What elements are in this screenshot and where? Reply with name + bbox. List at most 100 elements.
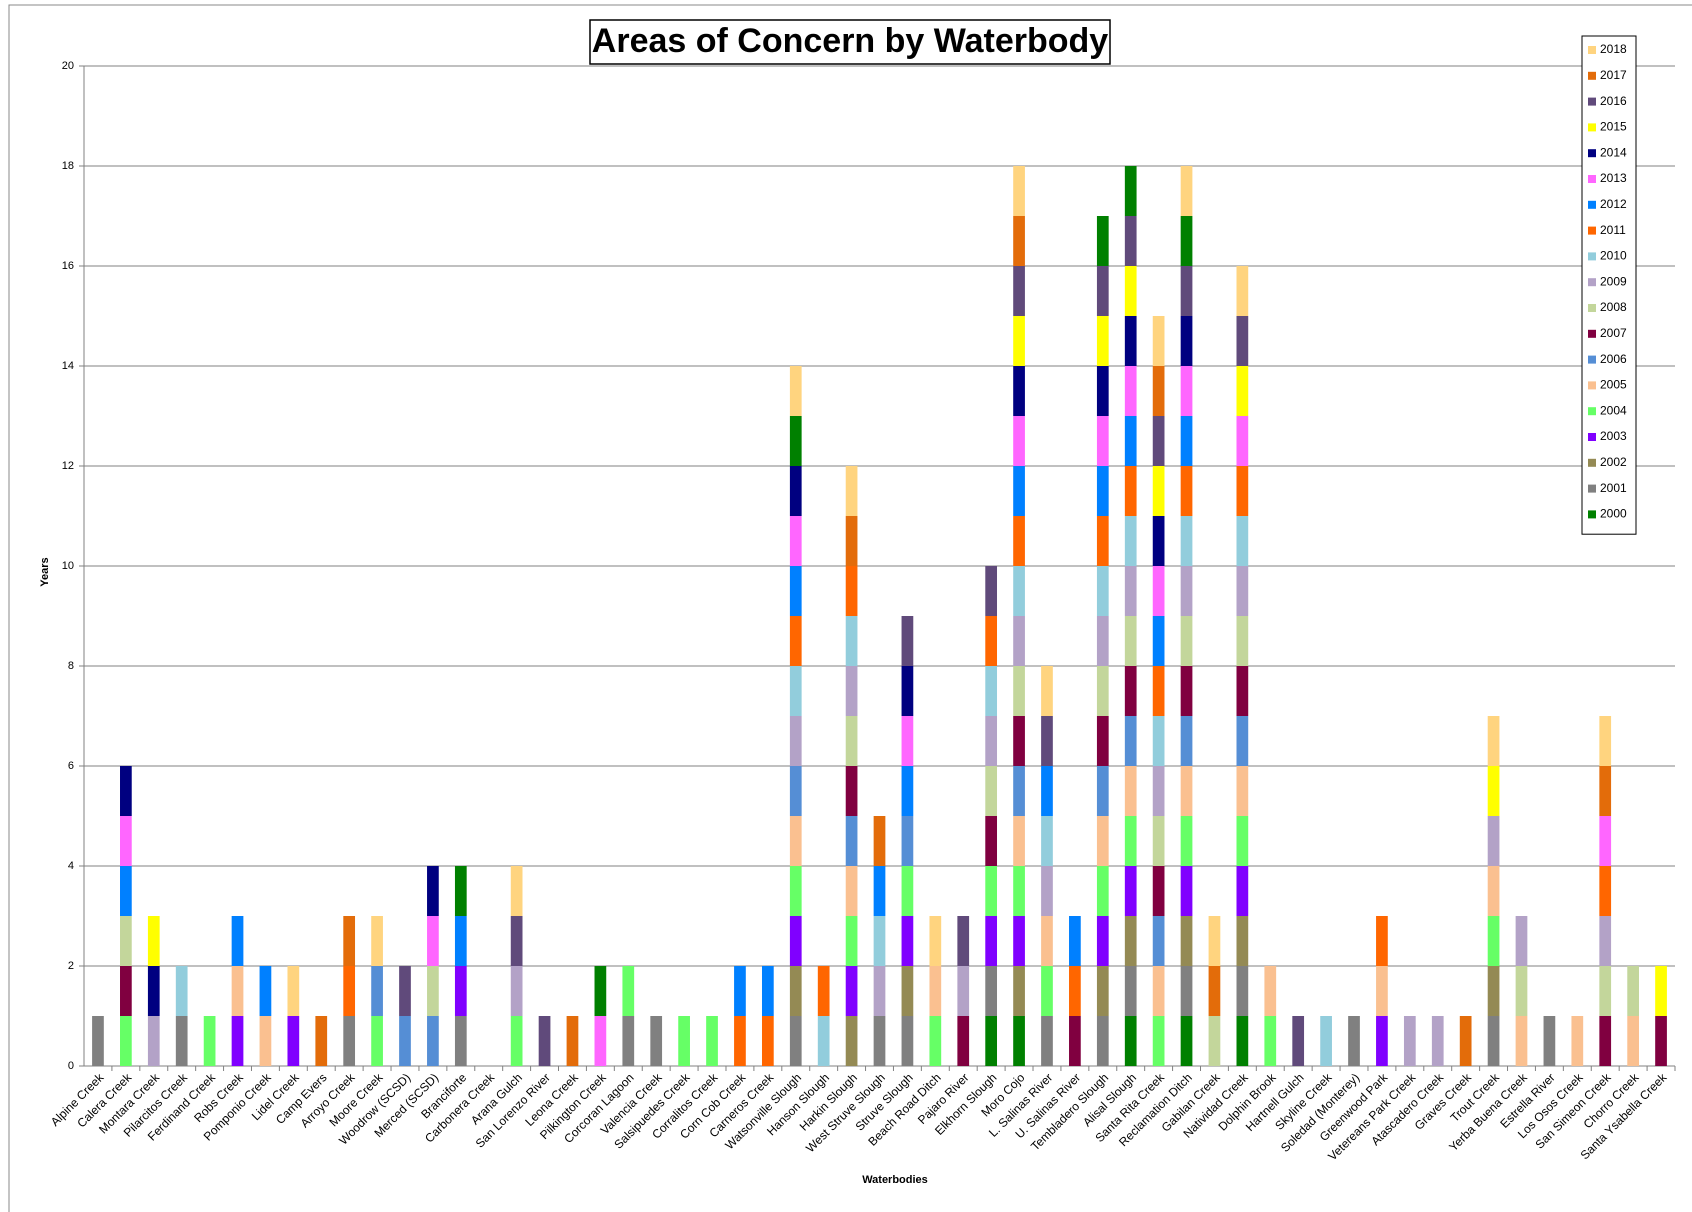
bar-segment [1236,566,1249,616]
bar-segment [1124,366,1137,416]
bar-segment [1627,966,1639,1016]
bar-segment [761,966,774,1016]
bar-segment [120,916,132,966]
bar-segment [789,816,802,866]
bar-segment [147,966,160,1016]
bar-segment [343,966,356,1016]
bar-segment [120,766,132,816]
bar-segment [817,1016,830,1066]
legend-swatch [1588,123,1596,132]
bar-segment [845,966,858,1016]
bar-segment [427,966,439,1016]
bar-segment [1236,716,1249,766]
y-tick-label: 18 [62,160,74,172]
legend-label: 2017 [1600,68,1627,82]
bar-segment [92,1016,104,1066]
bar-segment [789,466,802,516]
bar-segment [1124,216,1137,266]
bar-segment [1124,616,1137,666]
bar-segment [1096,916,1109,966]
legend-swatch [1588,433,1596,441]
bar-segment [901,916,914,966]
bar-segment [1292,1016,1305,1066]
legend-swatch [1588,458,1596,467]
bar-segment [1096,366,1109,416]
bar-segment [1180,716,1193,766]
bar-segment [1236,966,1249,1016]
y-tick-label: 10 [62,560,74,572]
bar-segment [1041,766,1053,816]
bar-segment [1152,416,1165,466]
bar-segment [845,516,858,566]
bar-segment [1264,966,1277,1016]
bar-segment [1124,466,1137,516]
bar-segment [1403,1016,1416,1066]
legend-label: 2010 [1600,249,1627,263]
bar-segment [1376,966,1388,1016]
bar-segment [1208,1016,1221,1066]
bar-segment [399,1016,411,1066]
bar-segment [873,1016,886,1066]
bar-segment [929,966,942,1016]
legend-swatch [1588,71,1596,80]
bar-segment [1069,1016,1081,1066]
bar-segment [957,1016,970,1066]
bar-segment [147,916,160,966]
bar-segment [845,816,858,866]
bar-segment [1041,666,1053,716]
legend-swatch [1588,200,1596,209]
bar-segment [1152,516,1165,566]
bar-segment [1096,966,1109,1016]
bar-segment [789,866,802,916]
bar-segment [1236,316,1249,366]
bar-segment [873,916,886,966]
bar-segment [789,516,802,566]
bar-segment [845,466,858,516]
bar-segment [901,616,914,666]
bar-segment [789,1016,802,1066]
legend-swatch [1588,46,1596,54]
legend-label: 2002 [1600,455,1627,469]
bar-segment [789,566,802,616]
bar-segment [1180,166,1193,216]
bar-segment [1152,966,1165,1016]
bar-segment [1180,366,1193,416]
bar-segment [901,1016,914,1066]
legend-swatch [1588,252,1596,261]
bar-segment [371,966,383,1016]
bar-segment [845,866,858,916]
bar-segment [1124,816,1137,866]
bar-segment [1236,266,1249,316]
bar-segment [1180,966,1193,1016]
bar-segment [1487,816,1500,866]
bar-segment [1515,916,1528,966]
bar-segment [985,966,998,1016]
chart-title: Areas of Concern by Waterbody [592,22,1108,60]
bar-segment [873,816,886,866]
bar-segment [1264,1016,1277,1066]
legend-label: 2007 [1600,326,1627,340]
bar-segment [706,1016,718,1066]
bar-segment [1013,216,1025,266]
bar-segment [650,1016,663,1066]
bar-segment [1096,216,1109,266]
bar-segment [1236,416,1249,466]
bar-segment [1376,1016,1388,1066]
y-axis-label: Years [39,557,51,586]
bar-segment [845,766,858,816]
bar-segment [1208,916,1221,966]
legend-label: 2011 [1600,223,1626,237]
y-tick-label: 2 [68,960,74,972]
bar-segment [1152,766,1165,816]
legend-swatch [1588,226,1596,235]
legend-label: 2009 [1600,274,1627,288]
bar-segment [985,716,998,766]
legend-label: 2008 [1600,300,1627,314]
bar-segment [1236,1016,1249,1066]
bar-segment [985,566,998,616]
bar-segment [1376,916,1388,966]
bar-segment [957,966,970,1016]
bar-segment [873,866,886,916]
bar-segment [510,866,523,916]
